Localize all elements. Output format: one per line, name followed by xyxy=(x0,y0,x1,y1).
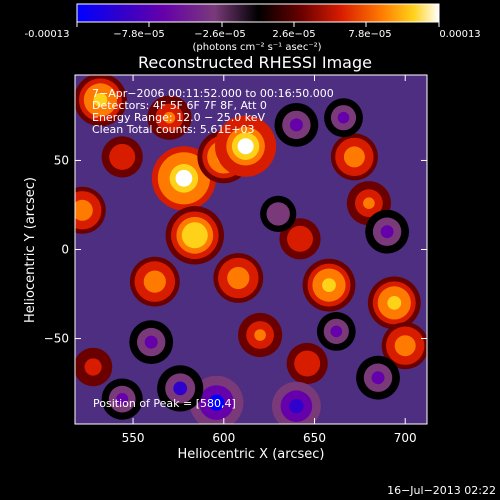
colorbar-tick-label-2: −2.6e−05 xyxy=(194,29,246,40)
heatmap-blob xyxy=(324,98,363,138)
y-axis-ticks: −50 0 50 xyxy=(44,153,427,346)
heatmap-contour xyxy=(163,111,176,124)
heatmap-blob xyxy=(129,320,174,364)
heatmap-blob xyxy=(75,75,127,127)
heatmap-contour xyxy=(187,227,203,243)
heatmap-blob xyxy=(365,209,409,254)
colorbar-gradient xyxy=(76,3,440,23)
heatmap-contour xyxy=(231,271,245,285)
heatmap-contour xyxy=(294,233,306,245)
heatmap-contour xyxy=(116,393,129,406)
heatmap-contour xyxy=(387,296,402,310)
heatmap-contour xyxy=(144,335,158,349)
annotation-time-range: 7−Apr−2006 00:11:52.000 to 00:16:50.000 xyxy=(92,87,334,100)
colorbar-ticks xyxy=(76,22,440,27)
x-tick-label: 600 xyxy=(212,431,235,445)
annotation-clean-total-counts: Clean Total counts: 5.61E+03 xyxy=(92,123,255,136)
heatmap-contour xyxy=(76,204,89,217)
annotation-energy-range: Energy Range: 12.0 − 25.0 keV xyxy=(92,111,266,124)
colorbar-tick-label-0: -0.00013 xyxy=(25,29,70,40)
heatmap-contour xyxy=(116,151,128,163)
heatmap-blob xyxy=(356,355,400,400)
heatmap-blob xyxy=(286,342,328,385)
heatmap-contour xyxy=(88,362,99,372)
chart-title: Reconstructed RHESSI Image xyxy=(138,53,372,72)
annotation-peak-position: Position of Peak = [580,4] xyxy=(93,397,236,410)
colorbar-tick-label-5: 0.00013 xyxy=(439,29,480,40)
y-tick-label: −50 xyxy=(44,332,69,346)
x-tick-label: 650 xyxy=(303,431,326,445)
colorbar-tick-label-4: 7.8e−05 xyxy=(348,29,391,40)
heatmap-blob xyxy=(189,375,244,424)
heatmap-blob xyxy=(147,95,192,140)
heatmap-contour xyxy=(330,325,343,338)
heatmap-blob xyxy=(367,276,421,330)
heatmap-contour xyxy=(363,197,375,209)
heatmap-contour xyxy=(399,339,412,352)
heatmap-contour xyxy=(208,394,225,411)
heatmap-blob xyxy=(101,378,143,420)
heatmap-contour xyxy=(148,275,162,289)
heatmap-blob xyxy=(330,133,378,181)
heatmap-contour xyxy=(322,278,336,292)
heatmap-contour xyxy=(272,208,284,220)
heatmap-blob xyxy=(272,381,321,424)
heatmap-contour xyxy=(337,111,350,124)
heatmap-contour xyxy=(254,329,266,341)
x-axis-label: Heliocentric X (arcsec) xyxy=(178,447,325,462)
heatmap-blob xyxy=(165,206,224,265)
heatmap-blob xyxy=(381,322,427,370)
colorbar-tick-label-1: −7.8e−05 xyxy=(113,29,165,40)
y-tick-label: 50 xyxy=(54,153,69,167)
heatmap-blob xyxy=(279,218,321,260)
heatmap-contour xyxy=(348,150,361,163)
heatmap-blob xyxy=(75,347,113,387)
y-tick-label: 0 xyxy=(61,243,69,257)
heatmap-layer xyxy=(75,75,427,424)
heatmap-contour xyxy=(289,118,303,132)
heatmap-blob xyxy=(75,186,106,234)
footer-timestamp: 16−Jul−2013 02:22 xyxy=(387,484,496,497)
heatmap-contour xyxy=(173,381,188,396)
heatmap-blob xyxy=(316,312,356,351)
annotation-detectors: Detectors: 4F 5F 6F 7F 8F, Att 0 xyxy=(92,99,267,112)
x-axis-ticks: 550 600 650 700 xyxy=(122,75,417,445)
colorbar: -0.00013 −7.8e−05 −2.6e−05 2.6e−05 7.8e−… xyxy=(25,3,481,53)
colorbar-tick-label-3: 2.6e−05 xyxy=(272,29,315,40)
heatmap-contour xyxy=(237,138,254,155)
heatmap-contour xyxy=(289,399,304,414)
heatmap-blob xyxy=(215,115,277,177)
heatmap-blob xyxy=(274,103,319,147)
heatmap-blob xyxy=(260,195,297,232)
heatmap-contour xyxy=(371,371,385,385)
colorbar-unit-label: (photons cm⁻² s⁻¹ asec⁻²) xyxy=(192,42,321,53)
heatmap-blob xyxy=(157,365,204,412)
y-axis-label: Heliocentric Y (arcsec) xyxy=(23,177,38,323)
x-tick-label: 700 xyxy=(394,431,417,445)
heatmap-plot-area xyxy=(75,75,427,424)
heatmap-contour xyxy=(93,93,108,107)
heatmap-contour xyxy=(175,169,193,187)
heatmap-blob xyxy=(101,136,143,178)
heatmap-contour xyxy=(301,358,313,369)
heatmap-contour xyxy=(380,225,394,239)
heatmap-blob xyxy=(302,258,356,312)
heatmap-blob xyxy=(238,312,283,358)
heatmap-blob xyxy=(213,253,264,303)
x-tick-label: 550 xyxy=(122,431,145,445)
heatmap-blob xyxy=(129,256,180,307)
